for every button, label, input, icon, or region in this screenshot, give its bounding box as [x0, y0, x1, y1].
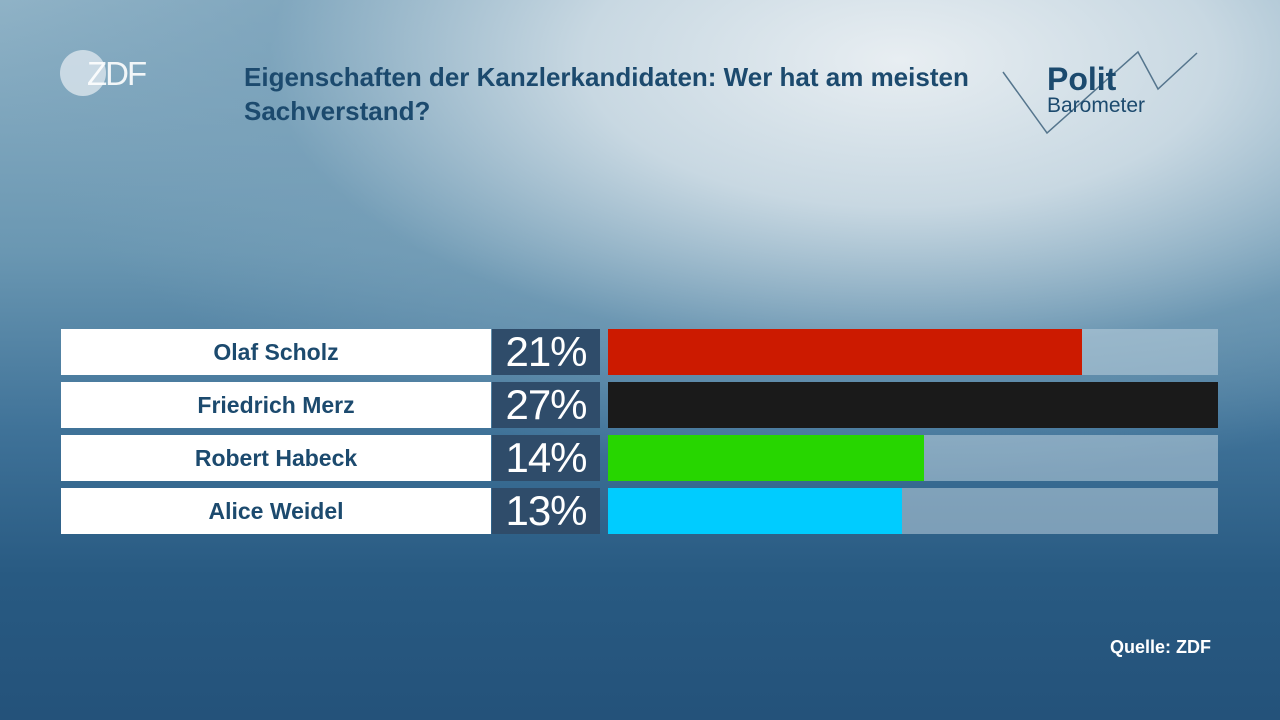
bar-row: Robert Habeck 14%	[61, 434, 1218, 481]
bar-row: Alice Weidel 13%	[61, 487, 1218, 534]
bar-track	[608, 488, 1218, 534]
zdf-logo: ZDF	[60, 50, 148, 96]
bar	[608, 329, 1083, 375]
svg-text:ZDF: ZDF	[87, 55, 146, 92]
bar-row: Friedrich Merz 27%	[61, 381, 1218, 428]
brand-line2: Barometer	[1047, 94, 1145, 117]
source-label: Quelle: ZDF	[1110, 637, 1212, 657]
bar	[608, 488, 902, 534]
category-label: Robert Habeck	[61, 435, 491, 481]
value-label: 21%	[492, 328, 600, 375]
brand-line1: Polit	[1047, 61, 1117, 97]
bar-track	[608, 382, 1218, 428]
value-label: 27%	[492, 381, 600, 428]
bar-track	[608, 435, 1218, 481]
value-label: 14%	[492, 434, 600, 481]
category-label: Friedrich Merz	[61, 382, 491, 428]
bar	[608, 382, 1218, 428]
bar-row: Olaf Scholz 21%	[61, 328, 1218, 375]
bar-track	[608, 329, 1218, 375]
category-label: Olaf Scholz	[61, 329, 491, 375]
chart-title: Eigenschaften der Kanzlerkandidaten: Wer…	[244, 62, 969, 126]
bar	[608, 435, 925, 481]
category-label: Alice Weidel	[61, 488, 491, 534]
politbarometer-logo: Polit Barometer	[1002, 50, 1198, 135]
value-label: 13%	[492, 487, 600, 534]
